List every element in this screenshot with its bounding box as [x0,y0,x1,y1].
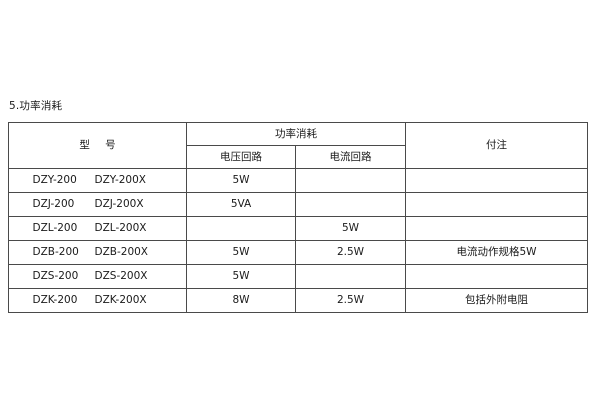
column-header-current-circuit: 电流回路 [295,145,406,169]
column-header-voltage-circuit: 电压回路 [186,145,296,169]
power-consumption-table: 型 号 功率消耗 付注 电压回路 电流回路 DZY-200 DZY-200X 5W [8,122,588,313]
column-header-note: 付注 [405,122,588,169]
table-row: DZY-200 DZY-200X 5W [8,168,588,193]
cell-model-secondary: DZJ-200X [94,198,144,210]
cell-voltage-circuit: 5W [186,264,296,289]
cell-model: DZY-200 DZY-200X [8,168,187,193]
cell-model-primary: DZY-200 [32,174,77,186]
cell-model: DZK-200 DZK-200X [8,288,187,313]
cell-model-secondary: DZK-200X [94,294,147,306]
cell-note [405,216,588,241]
cell-model-primary: DZB-200 [32,246,79,258]
cell-note [405,192,588,217]
cell-model-primary: DZK-200 [32,294,78,306]
cell-current-circuit [295,264,406,289]
cell-model-secondary: DZB-200X [94,246,149,258]
table-header-row-top: 型 号 功率消耗 付注 [8,122,588,169]
table-row: DZS-200 DZS-200X 5W [8,264,588,289]
column-header-model: 型 号 [8,122,187,169]
cell-voltage-circuit: 5W [186,168,296,193]
cell-voltage-circuit: 5W [186,240,296,265]
cell-model-primary: DZL-200 [32,222,78,234]
cell-current-circuit [295,192,406,217]
table-body: DZY-200 DZY-200X 5W DZJ-200 DZJ-200X 5VA [8,168,588,313]
cell-current-circuit: 2.5W [295,288,406,313]
table-row: DZK-200 DZK-200X 8W 2.5W 包括外附电阻 [8,288,588,313]
cell-current-circuit [295,168,406,193]
cell-note: 包括外附电阻 [405,288,588,313]
table-header: 型 号 功率消耗 付注 电压回路 电流回路 [8,122,588,169]
column-header-model-label: 型 号 [79,139,122,151]
cell-note [405,168,588,193]
cell-model-secondary: DZS-200X [94,270,148,282]
cell-model-primary: DZS-200 [32,270,79,282]
cell-model: DZB-200 DZB-200X [8,240,187,265]
table-row: DZJ-200 DZJ-200X 5VA [8,192,588,217]
cell-voltage-circuit: 8W [186,288,296,313]
cell-current-circuit: 2.5W [295,240,406,265]
cell-model-primary: DZJ-200 [32,198,75,210]
cell-current-circuit: 5W [295,216,406,241]
table-row: DZB-200 DZB-200X 5W 2.5W 电流动作规格5W [8,240,588,265]
page-title: 5.功率消耗 [9,100,63,112]
cell-model: DZL-200 DZL-200X [8,216,187,241]
cell-model: DZS-200 DZS-200X [8,264,187,289]
cell-voltage-circuit: 5VA [186,192,296,217]
table-header-row-sub: 电压回路 电流回路 [9,145,588,169]
table-row: DZL-200 DZL-200X 5W [8,216,588,241]
cell-model-secondary: DZL-200X [94,222,147,234]
cell-note [405,264,588,289]
column-header-power-group: 功率消耗 [186,122,406,146]
cell-model: DZJ-200 DZJ-200X [8,192,187,217]
cell-note: 电流动作规格5W [405,240,588,265]
cell-model-secondary: DZY-200X [94,174,146,186]
cell-voltage-circuit [186,216,296,241]
